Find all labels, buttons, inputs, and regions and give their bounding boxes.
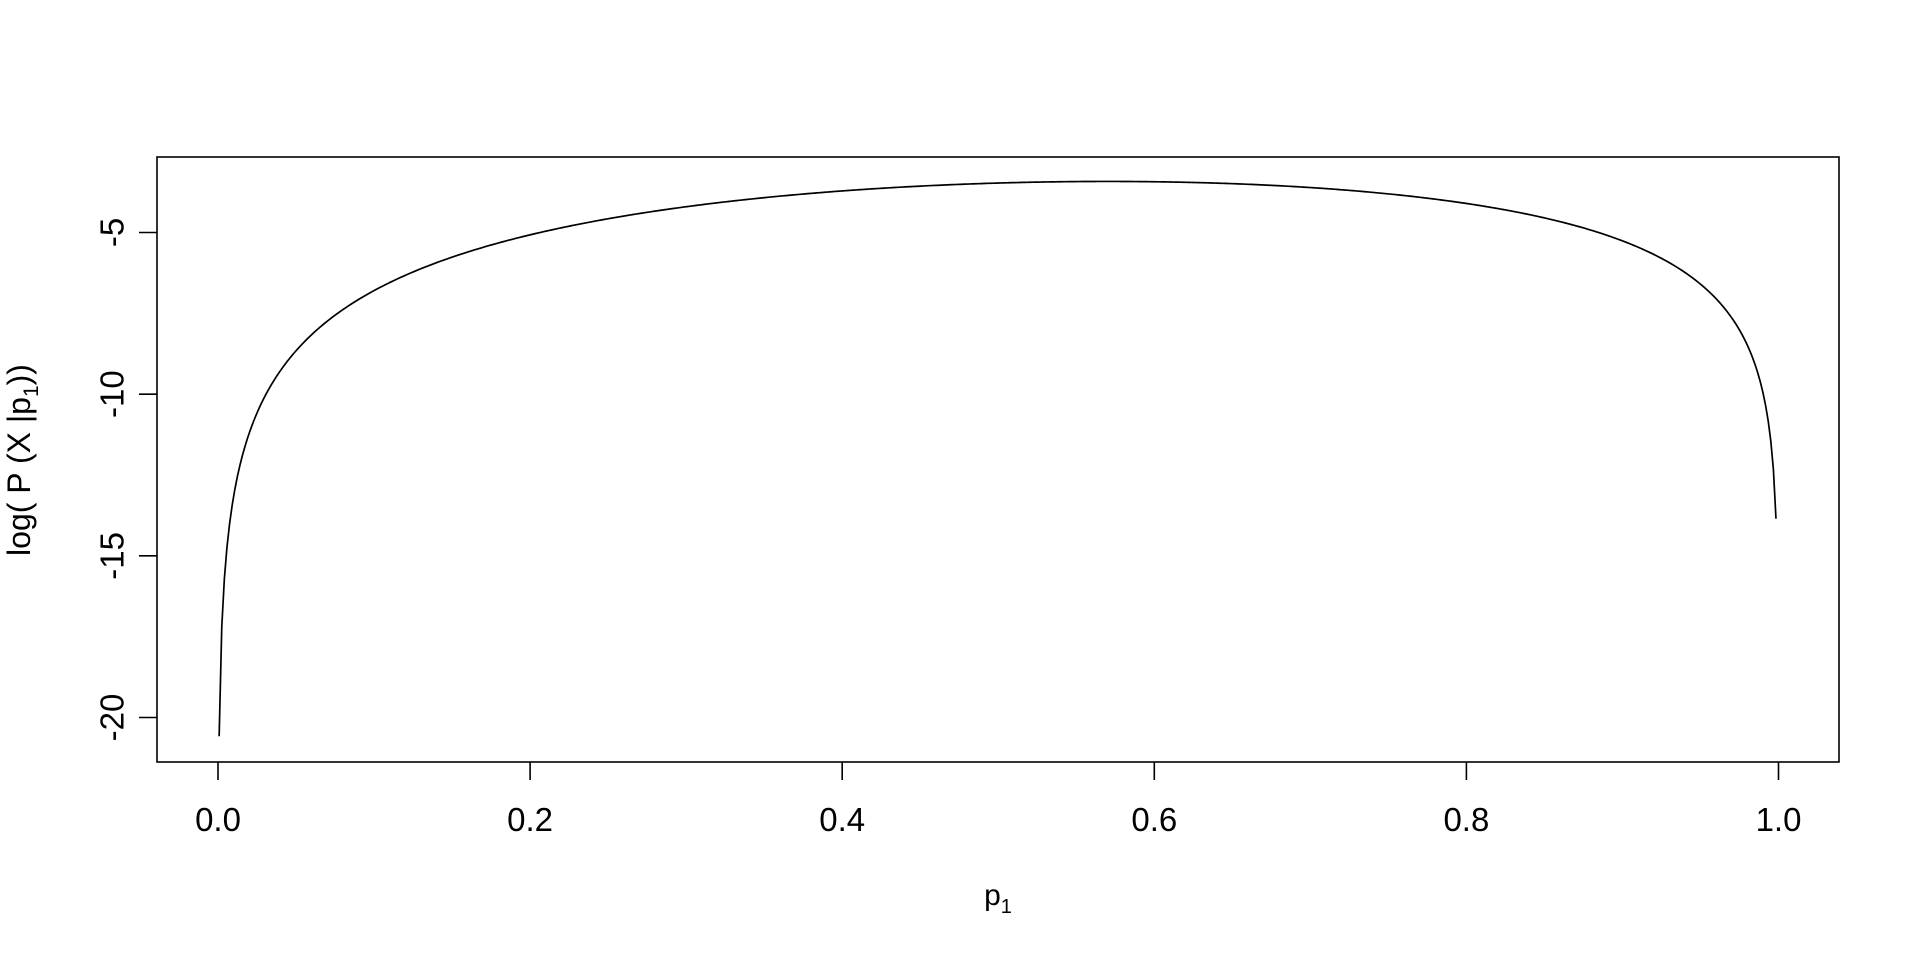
- svg-text:1.0: 1.0: [1756, 801, 1802, 838]
- svg-text:0.8: 0.8: [1443, 801, 1489, 838]
- svg-text:-10: -10: [94, 370, 131, 418]
- svg-text:-5: -5: [94, 218, 131, 247]
- svg-text:p1: p1: [984, 879, 1012, 918]
- svg-text:log( P (X |p1)): log( P (X |p1)): [1, 364, 43, 556]
- svg-text:0.0: 0.0: [195, 801, 241, 838]
- svg-text:-15: -15: [94, 532, 131, 580]
- svg-text:0.2: 0.2: [507, 801, 553, 838]
- svg-text:-20: -20: [94, 694, 131, 742]
- svg-text:0.4: 0.4: [819, 801, 865, 838]
- svg-text:0.6: 0.6: [1131, 801, 1177, 838]
